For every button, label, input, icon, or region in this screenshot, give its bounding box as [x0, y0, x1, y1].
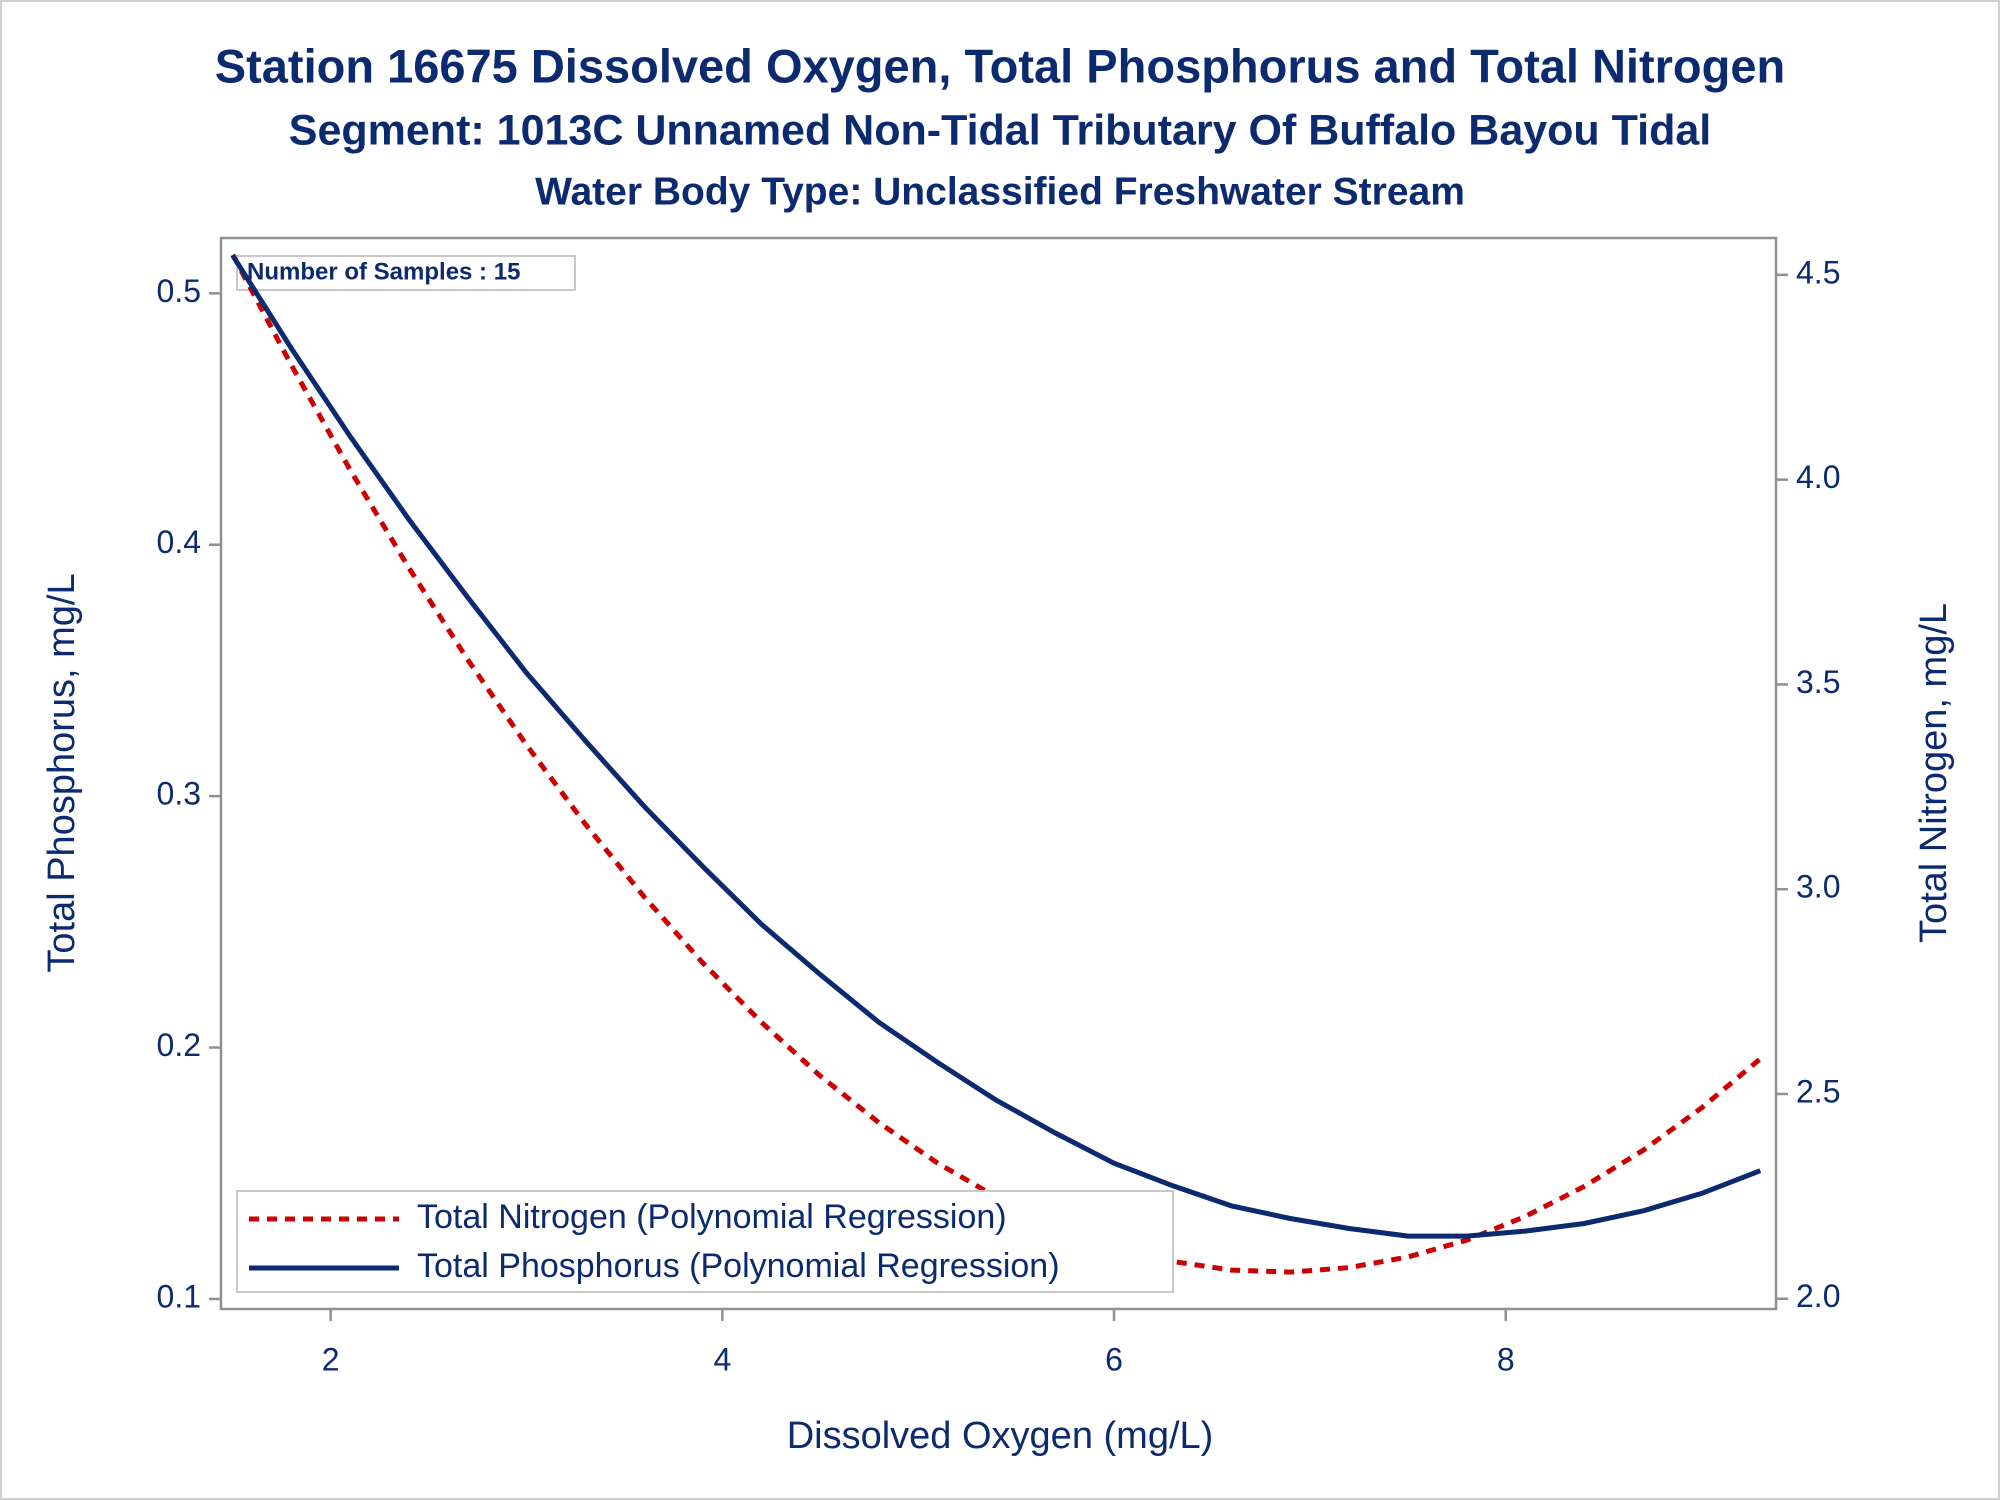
legend-label: Total Nitrogen (Polynomial Regression): [417, 1198, 1007, 1236]
series-line: [230, 253, 1762, 1275]
x-tick-label: 8: [1497, 1341, 1515, 1377]
y-tick-label: 0.5: [157, 273, 201, 309]
y-tick-label: 0.3: [157, 776, 201, 812]
y2-tick-label: 2.0: [1796, 1278, 1840, 1314]
chart-title: Station 16675 Dissolved Oxygen, Total Ph…: [215, 39, 1785, 92]
legend-label: Total Phosphorus (Polynomial Regression): [417, 1247, 1060, 1285]
x-tick-label: 4: [713, 1341, 731, 1377]
x-tick-label: 2: [322, 1341, 340, 1377]
y-tick-label: 0.1: [157, 1278, 201, 1314]
chart-subtitle: Water Body Type: Unclassified Freshwater…: [535, 170, 1465, 213]
y2-tick-label: 3.0: [1796, 869, 1840, 905]
y-axis-label: Total Phosphorus, mg/L: [41, 573, 83, 972]
y2-tick-label: 4.5: [1796, 254, 1840, 290]
y2-tick-label: 3.5: [1796, 664, 1840, 700]
y2-axis-label: Total Nitrogen, mg/L: [1913, 603, 1955, 943]
chart-subtitle: Segment: 1013C Unnamed Non-Tidal Tributa…: [289, 106, 1711, 154]
annotation-box: [236, 255, 576, 291]
legend-box: [236, 1190, 1174, 1293]
y2-tick-label: 2.5: [1796, 1073, 1840, 1109]
y2-tick-label: 4.0: [1796, 459, 1840, 495]
x-tick-label: 6: [1105, 1341, 1123, 1377]
y-tick-label: 0.4: [157, 524, 201, 560]
annotation: Number of Samples : 15: [247, 258, 520, 285]
y-tick-label: 0.2: [157, 1027, 201, 1063]
x-axis-label: Dissolved Oxygen (mg/L): [787, 1415, 1214, 1457]
series-line: [230, 254, 1762, 1239]
plot-area: [219, 236, 1778, 1311]
